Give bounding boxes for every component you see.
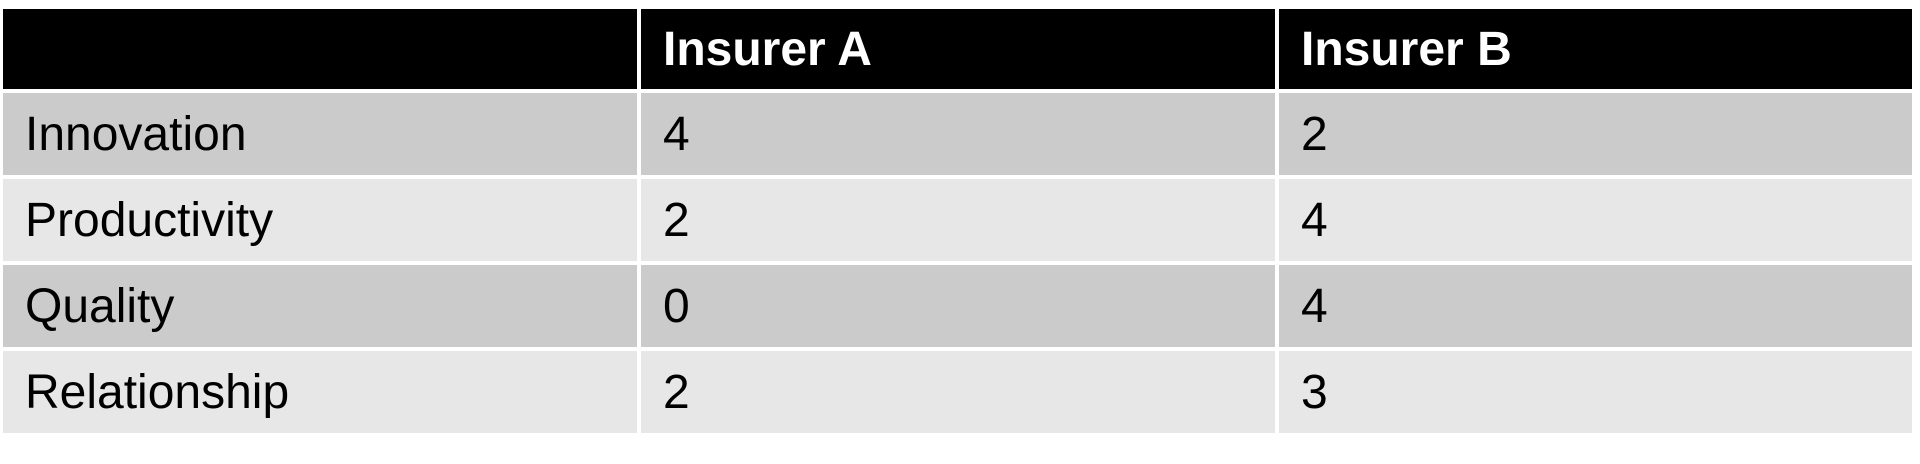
row-label: Quality <box>3 265 637 347</box>
row-label: Innovation <box>3 93 637 175</box>
header-insurer-b: Insurer B <box>1279 9 1912 89</box>
row-label: Productivity <box>3 179 637 261</box>
header-empty <box>3 9 637 89</box>
insurer-a-value: 2 <box>641 179 1275 261</box>
table-row: Innovation 4 2 <box>3 93 1912 175</box>
table-row: Relationship 2 3 <box>3 351 1912 433</box>
table-row: Productivity 2 4 <box>3 179 1912 261</box>
insurer-b-value: 4 <box>1279 179 1912 261</box>
comparison-table: Insurer A Insurer B Innovation 4 2 Produ… <box>0 5 1916 437</box>
table-row: Quality 0 4 <box>3 265 1912 347</box>
insurer-b-value: 4 <box>1279 265 1912 347</box>
insurer-b-value: 2 <box>1279 93 1912 175</box>
row-label: Relationship <box>3 351 637 433</box>
insurer-a-value: 2 <box>641 351 1275 433</box>
header-insurer-a: Insurer A <box>641 9 1275 89</box>
header-row: Insurer A Insurer B <box>3 9 1912 89</box>
insurer-a-value: 4 <box>641 93 1275 175</box>
insurer-b-value: 3 <box>1279 351 1912 433</box>
insurer-a-value: 0 <box>641 265 1275 347</box>
